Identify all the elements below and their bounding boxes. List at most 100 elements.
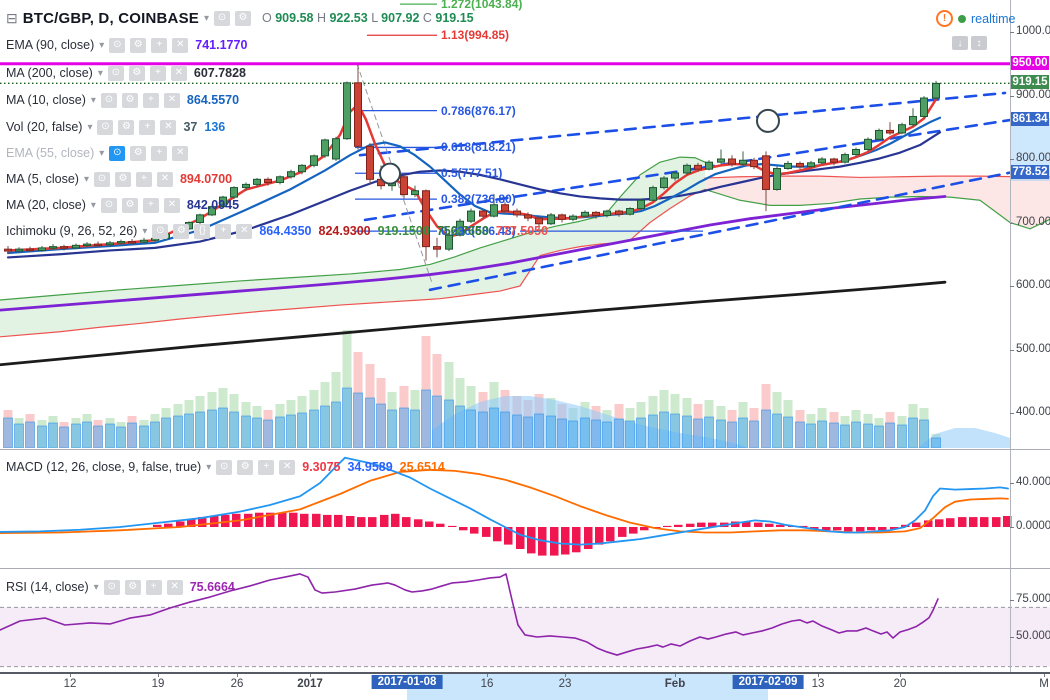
price-badge: 950.00	[1011, 55, 1049, 70]
chevron-down-icon: ▾	[206, 461, 212, 473]
eye-icon[interactable]: ⊙	[214, 10, 231, 26]
legend-label[interactable]: Ichimoku (9, 26, 52, 26)	[6, 224, 138, 238]
close-icon[interactable]: ✕	[172, 37, 189, 53]
braces-icon[interactable]: {}	[194, 223, 211, 239]
gear-icon[interactable]: ⚙	[130, 37, 147, 53]
gear-icon[interactable]: ⚙	[237, 459, 254, 475]
plus-icon[interactable]: +	[151, 145, 168, 161]
eye-icon[interactable]: ⊙	[109, 37, 126, 53]
chevron-down-icon: ▾	[83, 173, 89, 185]
axis-tick-mark	[1044, 673, 1045, 677]
fib-level-label[interactable]: 1.13(994.85)	[441, 28, 510, 43]
legend-row[interactable]: EMA (55, close) ▾ ⊙ ⚙ + ✕	[6, 142, 189, 164]
close-icon[interactable]: ✕	[166, 579, 183, 595]
panel-divider-rsi[interactable]	[0, 568, 1050, 569]
legend-row[interactable]: Ichimoku (9, 26, 52, 26) ▾ ⊙ ⚙{} + ✕ 864.4350 8…	[6, 220, 548, 242]
gear-icon[interactable]: ⚙	[114, 171, 131, 187]
legend-row[interactable]: MA (10, close) ▾ ⊙ ⚙ + ✕ 864.5570	[6, 89, 239, 111]
gear-icon[interactable]: ⚙	[173, 223, 190, 239]
eye-icon[interactable]: ⊙	[100, 197, 117, 213]
gear-icon[interactable]: ⚙	[124, 579, 141, 595]
gear-icon[interactable]: ⚙	[121, 197, 138, 213]
symbol-title[interactable]: BTC/GBP, D, COINBASE	[22, 9, 199, 27]
legend-label[interactable]: EMA (90, close)	[6, 38, 95, 52]
legend-label[interactable]: MACD (12, 26, close, 9, false, true)	[6, 460, 202, 474]
close-icon[interactable]: ✕	[236, 223, 253, 239]
scroll-fit-button[interactable]: ↕	[971, 36, 987, 50]
close-icon[interactable]: ✕	[163, 197, 180, 213]
legend-label[interactable]: MA (20, close)	[6, 198, 86, 212]
close-icon[interactable]: ✕	[160, 119, 177, 135]
eye-icon[interactable]: ⊙	[109, 145, 126, 161]
legend-row[interactable]: Vol (20, false) ▾ ⊙ ⚙ + ✕ 37 136	[6, 116, 225, 138]
legend-value: 864.4350	[259, 224, 312, 238]
fib-level-label[interactable]: 1.272(1043.84)	[441, 0, 523, 12]
macd-panel-chart[interactable]	[0, 450, 1050, 568]
scroll-buttons: ↓ ↕	[952, 36, 987, 50]
eye-icon[interactable]: ⊙	[152, 223, 169, 239]
fib-level-label[interactable]: 0.5(777.51)	[441, 166, 503, 181]
eye-icon[interactable]: ⊙	[97, 119, 114, 135]
legend-label[interactable]: MA (5, close)	[6, 172, 79, 186]
plus-icon[interactable]: +	[258, 459, 275, 475]
close-icon[interactable]: ✕	[156, 171, 173, 187]
fib-level-label[interactable]: 0.236(686.43)	[441, 224, 516, 239]
plus-icon[interactable]: +	[145, 579, 162, 595]
scroll-down-button[interactable]: ↓	[952, 36, 968, 50]
gear-icon[interactable]: ⚙	[121, 92, 138, 108]
price-axis-tick: 500.00	[1016, 342, 1050, 355]
fib-level-label[interactable]: 0.618(818.21)	[441, 140, 516, 155]
gear-icon[interactable]: ⚙	[128, 65, 145, 81]
legend-label[interactable]: MA (200, close)	[6, 66, 93, 80]
plus-icon[interactable]: +	[149, 65, 166, 81]
legend-row[interactable]: MA (5, close) ▾ ⊙ ⚙ + ✕ 894.0700	[6, 168, 232, 190]
plus-icon[interactable]: +	[139, 119, 156, 135]
legend-value: 894.0700	[179, 172, 233, 186]
time-axis-tick: Feb	[664, 678, 686, 690]
price-axis-tick: 50.0000	[1016, 630, 1050, 642]
warning-icon[interactable]: !	[936, 10, 953, 27]
eye-icon[interactable]: ⊙	[107, 65, 124, 81]
legend-value: 34.9589	[347, 460, 393, 474]
eye-icon[interactable]: ⊙	[216, 459, 233, 475]
legend-label[interactable]: MA (10, close)	[6, 93, 86, 107]
main-price-chart[interactable]	[0, 0, 1050, 448]
fib-level-label[interactable]: 0.786(876.17)	[441, 103, 516, 118]
gear-icon[interactable]: ⚙	[235, 10, 252, 26]
axis-tick-mark	[158, 673, 159, 677]
close-icon[interactable]: ✕	[163, 92, 180, 108]
plus-icon[interactable]: +	[142, 92, 159, 108]
plus-icon[interactable]: +	[135, 171, 152, 187]
legend-value: 37	[183, 120, 198, 134]
close-icon[interactable]: ✕	[170, 65, 187, 81]
fib-level-label[interactable]: 0.382(736.80)	[441, 192, 516, 207]
legend-value: 824.9300	[318, 224, 371, 238]
gear-icon[interactable]: ⚙	[130, 145, 147, 161]
time-axis-tick: M	[1039, 678, 1049, 690]
time-axis-tick: 16	[480, 678, 494, 690]
legend-label[interactable]: Vol (20, false)	[6, 120, 83, 134]
legend-row[interactable]: MACD (12, 26, close, 9, false, true) ▾ ⊙ ⚙ +…	[6, 456, 445, 478]
legend-value: 919.1500	[377, 224, 430, 238]
legend-row[interactable]: MA (200, close) ▾ ⊙ ⚙ + ✕ 607.7828	[6, 62, 246, 84]
legend-label[interactable]: RSI (14, close)	[6, 580, 89, 594]
rsi-panel-chart[interactable]	[0, 569, 1050, 672]
eye-icon[interactable]: ⊙	[100, 92, 117, 108]
realtime-status: ! realtime	[936, 10, 1015, 27]
eye-icon[interactable]: ⊙	[103, 579, 120, 595]
gear-icon[interactable]: ⚙	[118, 119, 135, 135]
price-axis-tick: 700.00	[1016, 215, 1050, 228]
close-icon[interactable]: ✕	[279, 459, 296, 475]
plus-icon[interactable]: +	[142, 197, 159, 213]
legend-row[interactable]: MA (20, close) ▾ ⊙ ⚙ + ✕ 842.0945	[6, 194, 239, 216]
legend-row[interactable]: RSI (14, close) ▾ ⊙ ⚙ + ✕ 75.6664	[6, 576, 235, 598]
legend-label[interactable]: EMA (55, close)	[6, 146, 95, 160]
legend-row[interactable]: EMA (90, close) ▾ ⊙ ⚙ + ✕ 741.1770	[6, 34, 247, 56]
plus-icon[interactable]: +	[151, 37, 168, 53]
panel-divider-macd[interactable]	[0, 449, 1050, 450]
close-icon[interactable]: ✕	[172, 145, 189, 161]
collapse-legend-icon[interactable]: ⊟	[6, 9, 18, 26]
eye-icon[interactable]: ⊙	[93, 171, 110, 187]
plus-icon[interactable]: +	[215, 223, 232, 239]
